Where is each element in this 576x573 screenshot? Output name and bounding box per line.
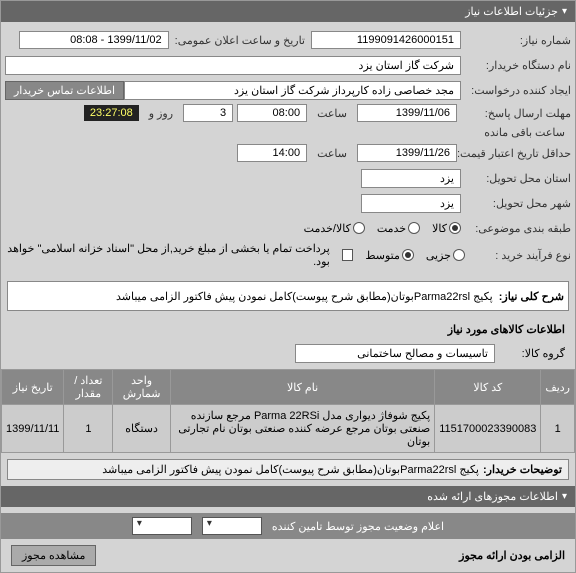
reply-date-value: 1399/11/06 bbox=[357, 104, 457, 122]
reply-deadline-label: مهلت ارسال پاسخ: bbox=[461, 107, 571, 120]
radio-motavaset[interactable] bbox=[402, 249, 414, 261]
contact-button[interactable]: اطلاعات تماس خریدار bbox=[5, 81, 124, 100]
buyer-notes-label: توضیحات خریدار: bbox=[483, 463, 562, 476]
price-date-value: 1399/11/26 bbox=[357, 144, 457, 162]
declare-status-label: اعلام وضعیت مجوز توسط تامین کننده bbox=[272, 520, 444, 533]
cell-num: 1 bbox=[541, 405, 575, 453]
days-left-value: 3 bbox=[183, 104, 233, 122]
radio-jozi[interactable] bbox=[453, 249, 465, 261]
countdown-timer: 23:27:08 bbox=[84, 105, 139, 121]
purchase-radio-group: جزیی متوسط پرداخت تمام یا بخشی از مبلغ خ… bbox=[5, 242, 465, 268]
section-header-details: ▾ جزئیات اطلاعات نیاز bbox=[1, 1, 575, 22]
auth-required-label: الزامی بودن ارائه مجوز bbox=[459, 549, 565, 562]
hour-label-1: ساعت bbox=[311, 107, 353, 120]
chevron-down-icon-2: ▾ bbox=[562, 491, 567, 502]
payment-checkbox[interactable] bbox=[342, 249, 353, 261]
buyer-org-label: نام دستگاه خریدار: bbox=[461, 59, 571, 72]
view-auth-button[interactable]: مشاهده مجوز bbox=[11, 545, 96, 566]
status-select-1[interactable] bbox=[202, 517, 262, 535]
radio-kala-khedmat[interactable] bbox=[353, 222, 365, 234]
budget-radio2-label: خدمت bbox=[377, 222, 406, 235]
th-name: نام کالا bbox=[170, 370, 434, 405]
announce-value: 1399/11/02 - 08:08 bbox=[19, 31, 169, 49]
radio-kala[interactable] bbox=[449, 222, 461, 234]
th-code: کد کالا bbox=[435, 370, 541, 405]
delivery-province-label: استان محل تحویل: bbox=[461, 172, 571, 185]
cell-qty: 1 bbox=[64, 405, 113, 453]
purchase-radio2-label: متوسط bbox=[365, 249, 400, 262]
section-header-auth: ▾ اطلاعات مجوزهای ارائه شده bbox=[1, 486, 575, 507]
request-number-value: 1199091426000151 bbox=[311, 31, 461, 49]
chevron-down-icon: ▾ bbox=[562, 6, 567, 17]
buyer-notes-row: توضیحات خریدار: پکیج Parma22rslبوتان(مطا… bbox=[7, 459, 569, 480]
hour-label-2: ساعت bbox=[311, 147, 353, 160]
desc-text: پکیج Parma22rslبوتان(مطابق شرح پیوست)کام… bbox=[116, 290, 493, 303]
cell-unit: دستگاه bbox=[113, 405, 171, 453]
desc-label: شرح کلی نیاز: bbox=[493, 290, 564, 303]
cell-code: 1151700023390083 bbox=[435, 405, 541, 453]
purchase-radio1-label: جزیی bbox=[426, 249, 451, 262]
reply-hour-value: 08:00 bbox=[237, 104, 307, 122]
day-label: روز و bbox=[143, 107, 179, 120]
budget-radio3-label: کالا/خدمت bbox=[304, 222, 351, 235]
budget-radio1-label: کالا bbox=[432, 222, 447, 235]
th-unit: واحد شمارش bbox=[113, 370, 171, 405]
price-hour-value: 14:00 bbox=[237, 144, 307, 162]
declare-status-row: اعلام وضعیت مجوز توسط تامین کننده bbox=[1, 513, 575, 539]
cell-name: پکیج شوفاژ دیواری مدل Parma 22RSi مرجع س… bbox=[170, 405, 434, 453]
creator-label: ایجاد کننده درخواست: bbox=[461, 84, 571, 97]
header-title: جزئیات اطلاعات نیاز bbox=[465, 5, 558, 18]
delivery-city-label: شهر محل تحویل: bbox=[461, 197, 571, 210]
th-qty: تعداد / مقدار bbox=[64, 370, 113, 405]
creator-value: مجد خصاصی زاده کارپرداز شرکت گاز استان ی… bbox=[124, 81, 461, 100]
items-table: ردیف کد کالا نام کالا واحد شمارش تعداد /… bbox=[1, 369, 575, 453]
announce-label: تاریخ و ساعت اعلان عمومی: bbox=[169, 34, 311, 47]
auth-section-title: اطلاعات مجوزهای ارائه شده bbox=[427, 490, 558, 503]
group-label: گروه کالا: bbox=[495, 347, 565, 360]
table-row: 1 1151700023390083 پکیج شوفاژ دیواری مدل… bbox=[2, 405, 575, 453]
form-body: شماره نیاز: 1199091426000151 تاریخ و ساع… bbox=[1, 22, 575, 275]
purchase-type-label: نوع فرآیند خرید : bbox=[465, 249, 571, 262]
group-value: تاسیسات و مصالح ساختمانی bbox=[295, 344, 495, 363]
bottom-row: الزامی بودن ارائه مجوز مشاهده مجوز bbox=[1, 539, 575, 572]
description-box: شرح کلی نیاز: پکیج Parma22rslبوتان(مطابق… bbox=[7, 281, 569, 311]
radio-khedmat[interactable] bbox=[408, 222, 420, 234]
th-date: تاریخ نیاز bbox=[2, 370, 64, 405]
cell-date: 1399/11/11 bbox=[2, 405, 64, 453]
remaining-label: ساعت باقی مانده bbox=[478, 126, 571, 139]
items-section-title: اطلاعات کالاهای مورد نیاز bbox=[1, 317, 575, 342]
budget-radio-group: کالا خدمت کالا/خدمت bbox=[304, 222, 461, 235]
delivery-city-value: یزد bbox=[361, 194, 461, 213]
status-select-2[interactable] bbox=[132, 517, 192, 535]
buyer-notes-value: پکیج Parma22rslبوتان(مطابق شرح پیوست)کام… bbox=[102, 463, 483, 476]
price-validity-label: حداقل تاریخ اعتبار قیمت: bbox=[461, 147, 571, 160]
payment-note: پرداخت تمام یا بخشی از مبلغ خرید,از محل … bbox=[5, 242, 330, 268]
buyer-org-value: شرکت گاز استان یزد bbox=[5, 56, 461, 75]
th-row: ردیف bbox=[541, 370, 575, 405]
delivery-province-value: یزد bbox=[361, 169, 461, 188]
request-number-label: شماره نیاز: bbox=[461, 34, 571, 47]
budget-label: طبقه بندی موضوعی: bbox=[461, 222, 571, 235]
